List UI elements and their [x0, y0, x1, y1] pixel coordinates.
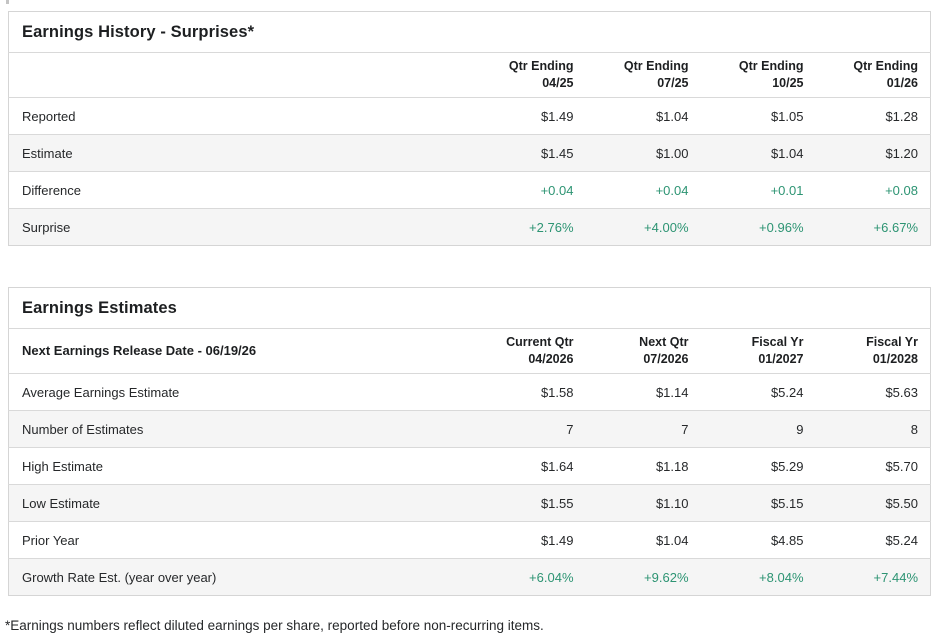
- row-label: Growth Rate Est. (year over year): [22, 569, 217, 585]
- column-header-line2: 01/26: [886, 75, 918, 90]
- table-row-number-of-estimates: Number of Estimates 7 7 9 8: [8, 410, 931, 448]
- column-header-next-qtr: Next Qtr 07/2026: [585, 328, 701, 374]
- cell-value-positive: +0.01: [770, 182, 804, 198]
- table-row-low-estimate: Low Estimate $1.55 $1.10 $5.15 $5.50: [8, 484, 931, 522]
- table-row-high-estimate: High Estimate $1.64 $1.18 $5.29 $5.70: [8, 447, 931, 485]
- column-header-line1: Fiscal Yr: [866, 335, 918, 349]
- column-header-line2: 04/25: [542, 75, 574, 90]
- table-row-reported: Reported $1.49 $1.04 $1.05 $1.28: [8, 97, 931, 135]
- cell-value-positive: +9.62%: [644, 569, 689, 585]
- cell-value-positive: +6.04%: [529, 569, 574, 585]
- column-header-line2: 07/2026: [643, 351, 689, 366]
- stray-edge-mark: [6, 0, 9, 4]
- cell-value: $5.15: [770, 495, 804, 511]
- cell-value-positive: +2.76%: [529, 219, 574, 235]
- column-header-current-qtr: Current Qtr 04/2026: [470, 328, 586, 374]
- cell-value: $4.85: [770, 532, 804, 548]
- cell-value-positive: +0.08: [885, 182, 918, 198]
- row-label: Prior Year: [22, 532, 80, 548]
- table-row-estimate: Estimate $1.45 $1.00 $1.04 $1.20: [8, 134, 931, 172]
- cell-value: 9: [796, 421, 804, 437]
- column-header-line1: Qtr Ending: [738, 59, 804, 73]
- cell-value: 7: [681, 421, 689, 437]
- cell-value: $5.24: [770, 384, 804, 400]
- cell-value-positive: +8.04%: [759, 569, 804, 585]
- cell-value: $1.64: [540, 458, 574, 474]
- cell-value: $1.00: [655, 145, 689, 161]
- table-row-growth-rate: Growth Rate Est. (year over year) +6.04%…: [8, 558, 931, 596]
- earnings-estimates-title: Earnings Estimates: [22, 299, 177, 317]
- cell-value: 8: [910, 421, 918, 437]
- cell-value-positive: +4.00%: [644, 219, 689, 235]
- cell-value: $1.04: [770, 145, 804, 161]
- cell-value: $1.58: [540, 384, 574, 400]
- row-label: Reported: [22, 108, 76, 124]
- cell-value: $1.14: [655, 384, 689, 400]
- column-header-line1: Qtr Ending: [508, 59, 574, 73]
- column-header-line1: Fiscal Yr: [751, 335, 804, 349]
- row-label: Number of Estimates: [22, 421, 144, 437]
- cell-value: $5.63: [885, 384, 918, 400]
- column-header-line1: Qtr Ending: [853, 59, 918, 73]
- column-header-line1: Next Qtr: [639, 335, 689, 349]
- row-label: High Estimate: [22, 458, 103, 474]
- row-label: Low Estimate: [22, 495, 101, 511]
- row-label: Surprise: [22, 219, 71, 235]
- column-header-qtr-1025: Qtr Ending 10/25: [700, 52, 816, 98]
- column-header-line2: 01/2027: [758, 351, 804, 366]
- earnings-estimates-header-row: Next Earnings Release Date - 06/19/26 Cu…: [8, 328, 931, 374]
- column-header-qtr-0725: Qtr Ending 07/25: [585, 52, 701, 98]
- cell-value: $1.05: [770, 108, 804, 124]
- earnings-estimates-table: Earnings Estimates Next Earnings Release…: [8, 287, 931, 596]
- cell-value: $1.20: [885, 145, 918, 161]
- earnings-estimates-title-row: Earnings Estimates: [9, 288, 931, 329]
- table-row-average-estimate: Average Earnings Estimate $1.58 $1.14 $5…: [8, 373, 931, 411]
- earnings-history-title-row: Earnings History - Surprises*: [9, 12, 931, 53]
- cell-value: $5.70: [885, 458, 918, 474]
- column-header-line2: 07/25: [657, 75, 689, 90]
- earnings-history-header-row: Qtr Ending 04/25 Qtr Ending 07/25 Qtr En…: [8, 52, 931, 98]
- earnings-history-table: Earnings History - Surprises* Qtr Ending…: [8, 11, 931, 246]
- earnings-section: Earnings History - Surprises* Qtr Ending…: [5, 11, 931, 633]
- cell-value: $5.29: [770, 458, 804, 474]
- table-row-surprise: Surprise +2.76% +4.00% +0.96% +6.67%: [8, 208, 931, 246]
- column-header-qtr-0425: Qtr Ending 04/25: [470, 52, 586, 98]
- cell-value: 7: [566, 421, 574, 437]
- cell-value: $1.18: [655, 458, 689, 474]
- cell-value-positive: +0.96%: [759, 219, 804, 235]
- table-row-prior-year: Prior Year $1.49 $1.04 $4.85 $5.24: [8, 521, 931, 559]
- cell-value: $1.28: [885, 108, 918, 124]
- column-header-line1: Current Qtr: [506, 335, 574, 349]
- row-label: Average Earnings Estimate: [22, 384, 180, 400]
- cell-value-positive: +0.04: [655, 182, 689, 198]
- column-header-line2: 01/2028: [872, 351, 918, 366]
- cell-value-positive: +0.04: [540, 182, 574, 198]
- column-header-fiscal-2028: Fiscal Yr 01/2028: [815, 328, 931, 374]
- cell-value: $1.49: [540, 108, 574, 124]
- earnings-history-title: Earnings History - Surprises*: [22, 23, 255, 41]
- cell-value: $1.45: [540, 145, 574, 161]
- cell-value: $1.55: [540, 495, 574, 511]
- column-header-line1: Qtr Ending: [623, 59, 689, 73]
- column-header-line2: 10/25: [772, 75, 804, 90]
- table-gap: [8, 246, 931, 287]
- row-label: Difference: [22, 182, 82, 198]
- cell-value: $5.50: [885, 495, 918, 511]
- empty-header-cell: [8, 52, 471, 98]
- cell-value: $1.10: [655, 495, 689, 511]
- cell-value-positive: +7.44%: [873, 569, 918, 585]
- table-row-difference: Difference +0.04 +0.04 +0.01 +0.08: [8, 171, 931, 209]
- row-label: Estimate: [22, 145, 73, 161]
- cell-value: $1.49: [540, 532, 574, 548]
- cell-value-positive: +6.67%: [873, 219, 918, 235]
- cell-value: $1.04: [655, 108, 689, 124]
- next-earnings-release-date: Next Earnings Release Date - 06/19/26: [8, 328, 471, 374]
- cell-value: $1.04: [655, 532, 689, 548]
- earnings-footnote: *Earnings numbers reflect diluted earnin…: [5, 618, 544, 633]
- column-header-fiscal-2027: Fiscal Yr 01/2027: [700, 328, 816, 374]
- cell-value: $5.24: [885, 532, 918, 548]
- column-header-line2: 04/2026: [528, 351, 574, 366]
- column-header-qtr-0126: Qtr Ending 01/26: [815, 52, 931, 98]
